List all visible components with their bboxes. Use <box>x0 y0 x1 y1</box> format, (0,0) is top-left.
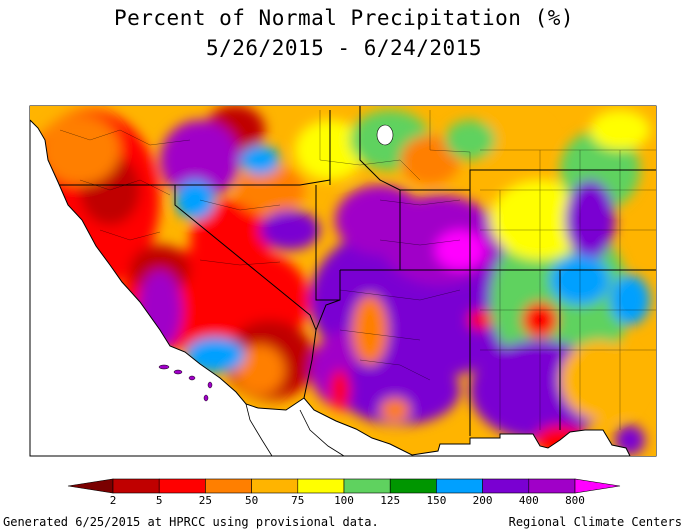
baja-coast <box>245 403 273 457</box>
legend-label: 50 <box>245 494 258 507</box>
legend-swatch <box>436 478 483 494</box>
legend-swatch <box>205 478 252 494</box>
legend-label: 100 <box>334 494 354 507</box>
legend-label: 400 <box>519 494 539 507</box>
legend-swatch <box>251 478 299 494</box>
legend-label: 5 <box>156 494 163 507</box>
generated-note: Generated 6/25/2015 at HPRCC using provi… <box>3 515 379 529</box>
legend-label: 2 <box>110 494 117 507</box>
legend-swatch <box>112 478 160 494</box>
legend-label: 75 <box>291 494 304 507</box>
legend-label: 125 <box>380 494 400 507</box>
mexico-border <box>257 397 631 457</box>
legend-label: 800 <box>565 494 585 507</box>
legend-swatch <box>389 478 437 494</box>
coastline <box>29 119 259 409</box>
legend-swatch <box>343 478 391 494</box>
legend-label: 150 <box>426 494 446 507</box>
channel-islands <box>158 364 213 402</box>
legend-swatch <box>297 478 345 494</box>
legend-label: 200 <box>473 494 493 507</box>
legend-swatch <box>574 478 621 494</box>
legend-swatch <box>67 478 114 494</box>
date-range: 5/26/2015 - 6/24/2015 <box>205 36 482 60</box>
legend-swatch <box>158 478 206 494</box>
credit-text: Regional Climate Centers <box>508 515 682 529</box>
legend-colorbar <box>67 478 621 494</box>
legend-labels: 2 5 25 50 75 100 125 150 200 400 800 <box>110 494 585 507</box>
legend-label: 25 <box>199 494 212 507</box>
legend-swatch <box>528 478 576 494</box>
gulf-coast <box>299 409 345 457</box>
lake <box>376 124 394 146</box>
legend-swatch <box>482 478 530 494</box>
map-title: Percent of Normal Precipitation (%) <box>113 6 574 30</box>
